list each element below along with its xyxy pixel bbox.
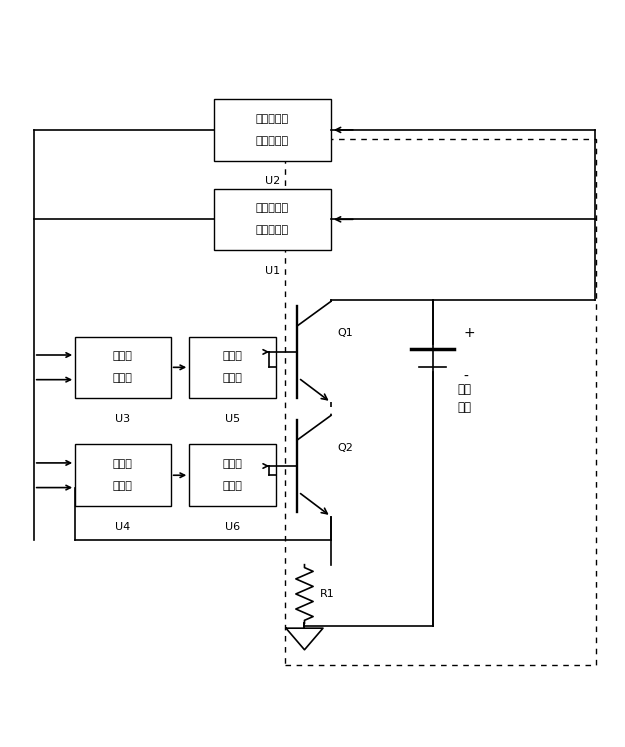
Text: U6: U6 [225,521,240,532]
Text: 第二单体电: 第二单体电 [256,114,289,124]
Text: +: + [464,326,475,341]
Text: 第二驱: 第二驱 [222,459,243,469]
Text: U2: U2 [265,176,280,186]
Text: 单体
电池: 单体 电池 [458,382,471,414]
Text: 制电路: 制电路 [113,374,133,383]
Text: U4: U4 [115,521,131,532]
FancyBboxPatch shape [75,336,171,398]
Text: Q1: Q1 [337,329,353,338]
Text: U1: U1 [265,266,280,276]
Text: -: - [464,370,469,383]
Text: R1: R1 [320,589,334,599]
FancyBboxPatch shape [189,444,276,506]
Text: 压采样电路: 压采样电路 [256,226,289,235]
Text: 线性控: 线性控 [113,459,133,469]
FancyBboxPatch shape [189,336,276,398]
Text: U5: U5 [225,414,240,424]
Text: 第一单体电: 第一单体电 [256,203,289,213]
Text: 第一驱: 第一驱 [222,351,243,362]
Text: 动电路: 动电路 [222,481,243,492]
Text: 限流控: 限流控 [113,351,133,362]
FancyBboxPatch shape [214,188,331,250]
Text: U3: U3 [115,414,131,424]
Text: 压采样电路: 压采样电路 [256,136,289,146]
Text: Q2: Q2 [337,442,353,453]
Text: 动电路: 动电路 [222,374,243,383]
FancyBboxPatch shape [214,99,331,161]
Text: 制电路: 制电路 [113,481,133,492]
FancyBboxPatch shape [75,444,171,506]
